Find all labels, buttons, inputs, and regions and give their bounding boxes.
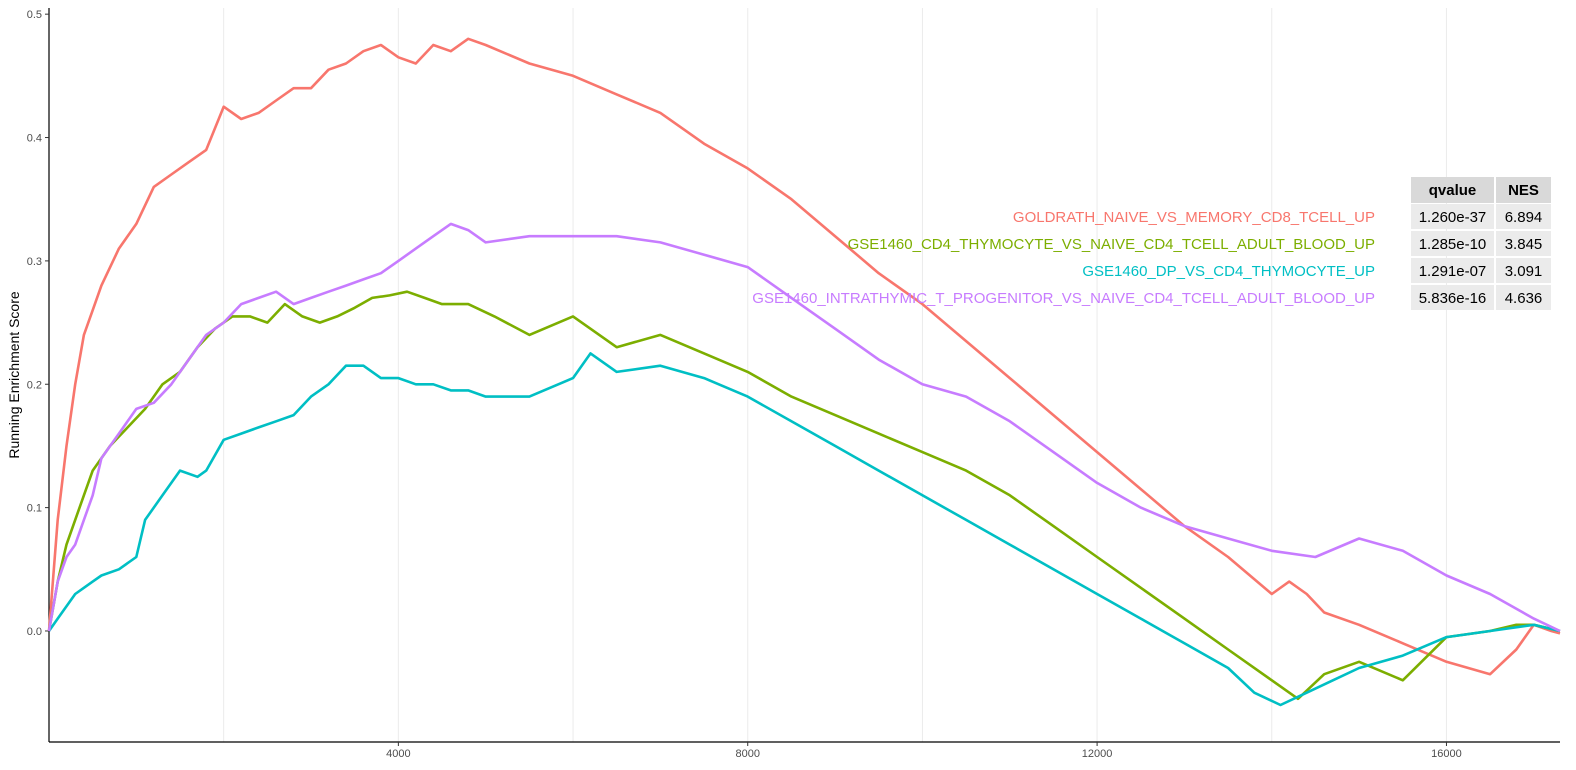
table-cell xyxy=(1496,258,1551,283)
axes xyxy=(48,8,1560,743)
x-tick-label: 4000 xyxy=(386,748,410,760)
tick-labels: 4000 8000 12000 16000 0.0 0.1 0.2 0.3 0.4 0.5 xyxy=(27,9,1462,760)
qvalue-cell: 5.836e-16 xyxy=(1419,290,1487,307)
y-axis-title: Running Enrichment Score xyxy=(6,291,22,459)
x-tick-label: 16000 xyxy=(1431,748,1462,760)
legend-table: GOLDRATH_NAIVE_VS_MEMORY_CD8_TCELL_UP GSE… xyxy=(752,177,1551,310)
table-header-cell xyxy=(1496,177,1551,203)
y-tick-label: 0.5 xyxy=(27,9,42,21)
series-line-2 xyxy=(47,290,1561,701)
nes-cell: 4.636 xyxy=(1505,290,1543,307)
table-cell xyxy=(1411,231,1494,256)
table-header-nes: NES xyxy=(1508,182,1539,199)
legend-label-3: GSE1460_DP_VS_CD4_THYMOCYTE_UP xyxy=(1082,263,1375,280)
x-tick-label: 8000 xyxy=(735,748,759,760)
qvalue-cell: 1.285e-10 xyxy=(1419,236,1487,253)
table-header-cell xyxy=(1411,177,1494,203)
legend-label-1: GOLDRATH_NAIVE_VS_MEMORY_CD8_TCELL_UP xyxy=(1013,209,1375,226)
nes-cell: 3.845 xyxy=(1505,236,1543,253)
legend-labels: GOLDRATH_NAIVE_VS_MEMORY_CD8_TCELL_UP GSE… xyxy=(752,209,1375,307)
table-cell xyxy=(1496,204,1551,229)
series-line-4 xyxy=(47,222,1561,633)
table-cell xyxy=(1496,231,1551,256)
nes-cell: 6.894 xyxy=(1505,209,1543,226)
table-cell xyxy=(1411,204,1494,229)
series-lines xyxy=(47,37,1561,707)
y-tick-label: 0.2 xyxy=(27,379,42,391)
table-cell xyxy=(1411,285,1494,310)
qvalue-cell: 1.291e-07 xyxy=(1419,263,1487,280)
y-tick-label: 0.4 xyxy=(27,133,42,145)
y-tick-label: 0.3 xyxy=(27,256,42,268)
series-line-3 xyxy=(47,352,1561,707)
qvalue-cell: 1.260e-37 xyxy=(1419,209,1487,226)
grid-lines xyxy=(223,8,1447,742)
table-cell xyxy=(1411,258,1494,283)
x-tick-label: 12000 xyxy=(1082,748,1113,760)
legend-label-4: GSE1460_INTRATHYMIC_T_PROGENITOR_VS_NAIV… xyxy=(752,290,1375,307)
table-header-qvalue: qvalue xyxy=(1429,182,1477,199)
y-tick-label: 0.1 xyxy=(27,503,42,515)
series-line-1 xyxy=(47,37,1561,676)
y-tick-label: 0.0 xyxy=(27,626,42,638)
nes-cell: 3.091 xyxy=(1505,263,1543,280)
table-cell xyxy=(1496,285,1551,310)
legend-label-2: GSE1460_CD4_THYMOCYTE_VS_NAIVE_CD4_TCELL… xyxy=(848,236,1375,253)
